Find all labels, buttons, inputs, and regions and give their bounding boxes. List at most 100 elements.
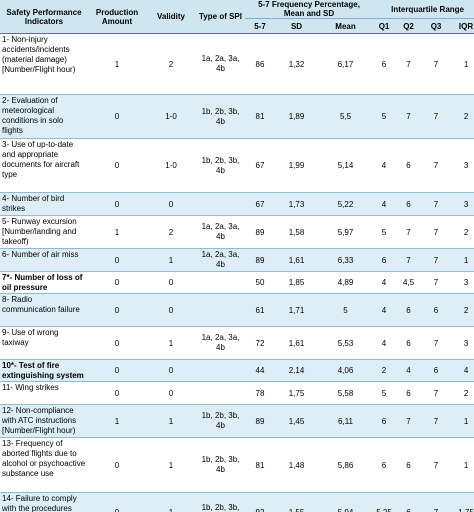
q1-cell: 5 xyxy=(381,227,387,237)
mean-cell: 6,17 xyxy=(337,59,354,69)
q2-cell: 6 xyxy=(406,460,411,470)
header-sd: SD xyxy=(275,18,318,34)
q2-cell: 6 xyxy=(395,192,423,216)
q1-cell: 5,25 xyxy=(373,492,396,512)
production-cell: 1 xyxy=(114,59,120,69)
table-header: Safety Performance Indicators Production… xyxy=(0,0,474,34)
validity-cell: 1 xyxy=(168,338,174,348)
validity-cell: 1 xyxy=(146,248,196,272)
mean-cell: 5,86 xyxy=(337,460,354,470)
q1-cell: 4 xyxy=(373,293,396,327)
q2-cell: 6 xyxy=(395,492,423,512)
q2-cell: 7 xyxy=(395,248,423,272)
sd-cell: 1,85 xyxy=(288,278,305,287)
q1-cell: 5 xyxy=(373,94,396,139)
indicator-cell: 8- Radio communication failure xyxy=(0,293,88,327)
table-row: 8- Radio communication failure 0 0 61 1,71 5 4… xyxy=(0,293,474,327)
table-row: 9- Use of wrong taxiway 0 1 1a, 2a, 3a, 4b 7… xyxy=(0,326,474,360)
sd-cell: 1,45 xyxy=(275,404,318,438)
q2-cell: 7 xyxy=(395,94,423,139)
table-row: 2- Evaluation of meteorological conditio… xyxy=(0,94,474,139)
production-cell: 1 xyxy=(88,404,146,438)
q3-cell: 7 xyxy=(433,388,439,398)
q1-cell: 6 xyxy=(373,404,396,438)
validity-cell: 1 xyxy=(146,404,196,438)
type-cell xyxy=(196,359,245,382)
sd-cell: 1,55 xyxy=(275,492,318,512)
iqr-cell: 4 xyxy=(450,359,474,382)
sd-cell: 1,61 xyxy=(288,338,305,348)
mean-cell: 5,14 xyxy=(337,161,354,170)
table-row: 1- Non-injury accidents/incidents (mater… xyxy=(0,33,474,95)
freq-5-7-cell: 89 xyxy=(245,404,275,438)
iqr-cell: 3 xyxy=(463,161,469,170)
validity-cell: 0 xyxy=(168,278,174,287)
production-cell: 0 xyxy=(114,460,120,470)
validity-cell: 1 xyxy=(168,460,174,470)
iqr-cell: 1 xyxy=(450,248,474,272)
type-cell: 1a, 2a, 3a, 4b xyxy=(201,54,240,73)
q2-cell: 4 xyxy=(395,359,423,382)
production-cell: 1 xyxy=(114,227,120,237)
q3-cell: 7 xyxy=(422,192,451,216)
validity-cell: 2 xyxy=(168,227,174,237)
production-cell: 0 xyxy=(88,293,146,327)
iqr-cell: 1,75 xyxy=(450,492,474,512)
freq-5-7-cell: 81 xyxy=(255,460,265,470)
q2-cell: 6 xyxy=(395,293,423,327)
q1-cell: 5 xyxy=(381,388,387,398)
freq-5-7-cell: 78 xyxy=(255,388,265,398)
q2-cell: 6 xyxy=(406,388,411,398)
production-cell: 0 xyxy=(88,359,146,382)
header-mean: Mean xyxy=(318,18,374,34)
freq-5-7-cell: 89 xyxy=(245,248,275,272)
q2-cell: 4,5 xyxy=(402,278,415,287)
q3-cell: 7 xyxy=(433,338,439,348)
production-cell: 0 xyxy=(88,248,146,272)
header-q3: Q3 xyxy=(422,18,451,34)
q3-cell: 7 xyxy=(433,278,439,287)
iqr-cell: 2 xyxy=(463,388,469,398)
iqr-cell: 1 xyxy=(463,59,469,69)
q1-cell: 6 xyxy=(381,460,387,470)
mean-cell: 5,58 xyxy=(337,388,354,398)
header-q1: Q1 xyxy=(373,18,396,34)
header-iqr-group: Interquartile Range xyxy=(373,0,474,19)
q3-cell: 7 xyxy=(433,161,439,170)
sd-cell: 1,75 xyxy=(288,388,305,398)
type-cell: 1a, 2a, 3a, 4b xyxy=(201,222,240,241)
mean-cell: 5,97 xyxy=(337,227,354,237)
q1-cell: 4 xyxy=(381,278,387,287)
type-cell xyxy=(196,272,245,294)
table-row: 13- Frequency of aborted flights due to … xyxy=(0,437,474,493)
q3-cell: 7 xyxy=(422,492,451,512)
table-row: 4- Number of bird strikes 0 0 67 1,73 5,22 4 6 7… xyxy=(0,192,474,216)
table-body: 1- Non-injury accidents/incidents (mater… xyxy=(0,33,474,512)
header-5-7: 5-7 xyxy=(245,18,275,34)
q2-cell: 6 xyxy=(406,338,411,348)
q3-cell: 7 xyxy=(433,59,439,69)
freq-5-7-cell: 72 xyxy=(255,338,265,348)
q1-cell: 2 xyxy=(373,359,396,382)
header-frequency-group: 5-7 Frequency Percentage, Mean and SD xyxy=(245,0,374,19)
table-row: 3- Use of up-to-date and appropriate doc… xyxy=(0,138,474,193)
production-cell: 0 xyxy=(88,192,146,216)
table-row: 5- Runway excursion [Number/landing and … xyxy=(0,215,474,249)
indicator-cell: 11- Wing strikes xyxy=(2,383,59,392)
indicator-cell: 13- Frequency of aborted flights due to … xyxy=(2,439,86,478)
indicator-cell: 3- Use of up-to-date and appropriate doc… xyxy=(2,140,80,179)
type-cell: 1b, 2b, 3b, 4b xyxy=(201,455,240,474)
q3-cell: 7 xyxy=(433,227,439,237)
sd-cell: 1,89 xyxy=(275,94,318,139)
sd-cell: 1,32 xyxy=(288,59,305,69)
q2-cell: 6 xyxy=(406,161,411,170)
validity-cell: 0 xyxy=(146,293,196,327)
mean-cell: 4,06 xyxy=(318,359,374,382)
type-cell: 1a, 2a, 3a, 4b xyxy=(196,248,245,272)
table-row: 14- Failure to comply with the procedure… xyxy=(0,492,474,512)
header-indicator: Safety Performance Indicators xyxy=(0,0,88,34)
validity-cell: 1-0 xyxy=(165,161,177,170)
header-iqr: IQR xyxy=(450,18,474,34)
